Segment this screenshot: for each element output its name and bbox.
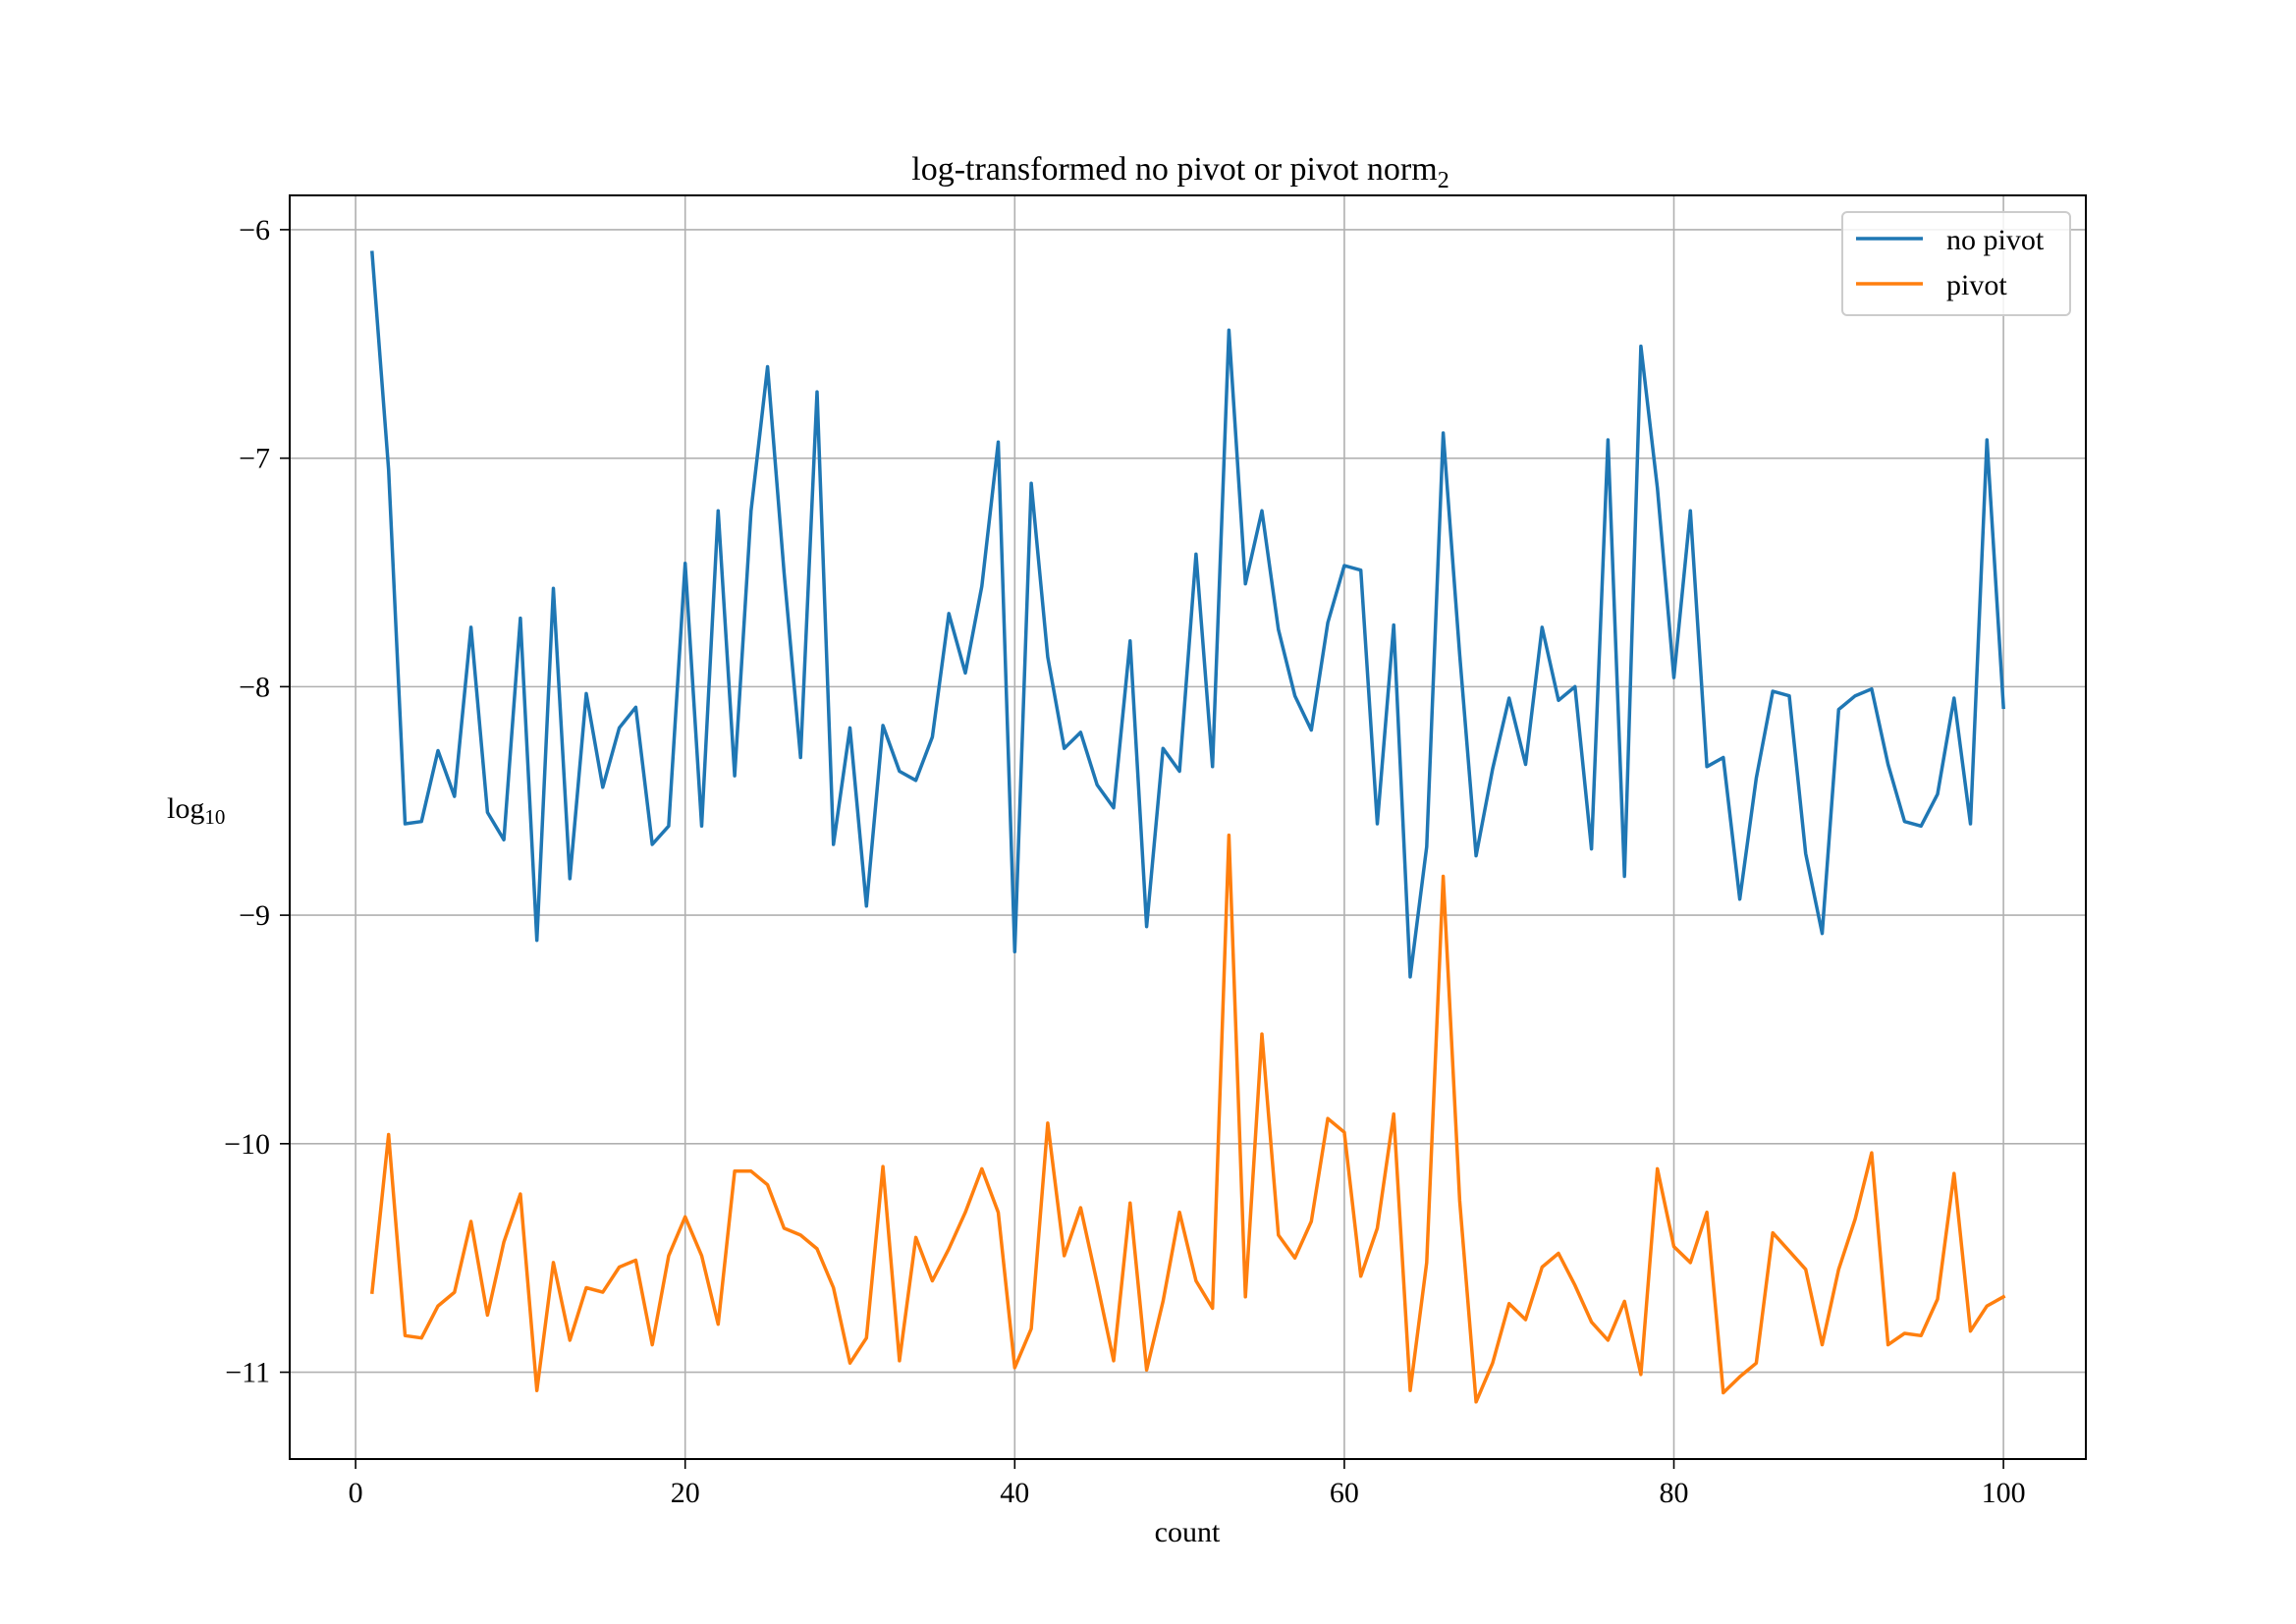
x-tick-label: 0 [349, 1477, 363, 1509]
legend: no pivot pivot [1841, 211, 2071, 316]
y-tick-label: −11 [225, 1357, 270, 1389]
x-tick-label: 80 [1660, 1477, 1689, 1509]
plot-frame [289, 194, 2087, 1460]
y-axis-label-subscript: 10 [204, 805, 225, 829]
chart-title-text: log-transformed no pivot or pivot norm [911, 151, 1437, 188]
series-lines [369, 250, 2006, 1404]
chart-title: log-transformed no pivot or pivot norm2 [911, 151, 1449, 193]
x-axis: 0 20 40 60 80 100 [349, 1459, 2026, 1509]
y-tick-label: −7 [239, 443, 270, 475]
y-axis-label: log10 [167, 792, 225, 829]
x-tick-label: 20 [671, 1477, 700, 1509]
legend-label-no-pivot: no pivot [1946, 224, 2045, 256]
series-line-pivot [369, 833, 2006, 1404]
y-tick-label: −9 [239, 899, 270, 932]
y-tick-label: −10 [224, 1128, 270, 1161]
x-tick-label: 60 [1330, 1477, 1359, 1509]
y-axis: −6 −7 −8 −9 −10 −11 [224, 214, 290, 1389]
y-tick-label: −6 [239, 214, 270, 246]
chart-title-subscript: 2 [1438, 168, 1449, 193]
y-axis-label-text: log [167, 792, 204, 825]
x-tick-label: 40 [1000, 1477, 1029, 1509]
y-tick-label: −8 [239, 671, 270, 703]
x-axis-label: count [1155, 1516, 1221, 1548]
legend-label-pivot: pivot [1946, 269, 2007, 301]
x-tick-label: 100 [1982, 1477, 2026, 1509]
series-line-no-pivot [370, 250, 2005, 979]
grid [290, 195, 2086, 1459]
